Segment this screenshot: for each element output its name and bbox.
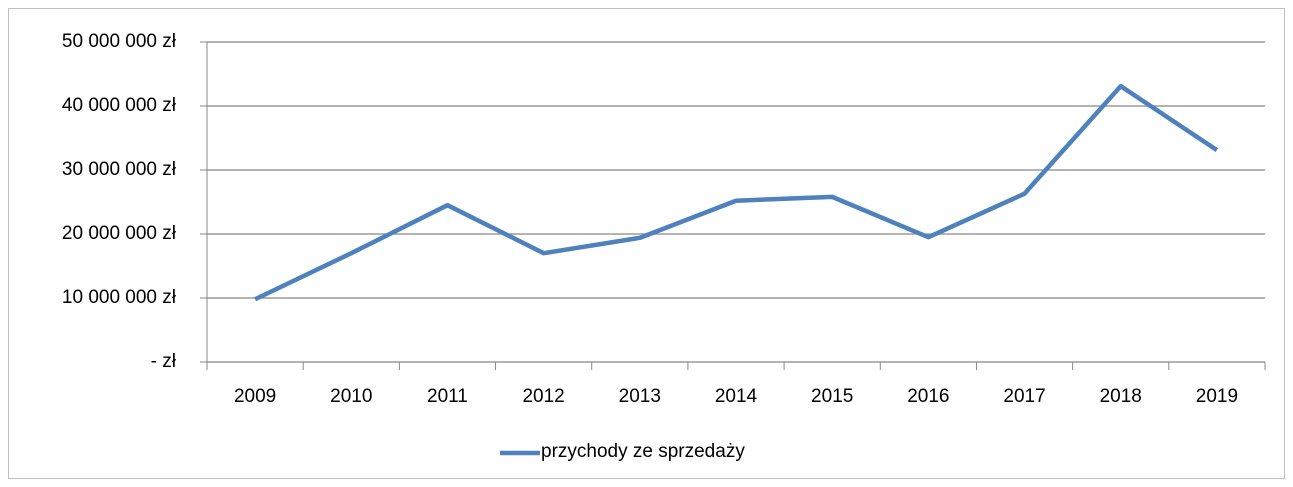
y-tick-label: 10 000 000 zł <box>62 287 177 308</box>
y-tick-label: - zł <box>151 351 177 372</box>
x-tick-label: 2010 <box>330 386 372 407</box>
x-tick-label: 2011 <box>427 386 468 407</box>
y-tick-label: 50 000 000 zł <box>62 31 177 52</box>
x-tick-label: 2013 <box>619 386 661 407</box>
legend-label: przychody ze sprzedaży <box>541 441 745 462</box>
x-tick-label: 2018 <box>1100 386 1142 407</box>
line-series <box>254 83 1219 302</box>
x-tick-label: 2014 <box>715 386 758 407</box>
x-tick-label: 2016 <box>907 386 949 407</box>
x-tick-label: 2017 <box>1003 386 1045 407</box>
x-tick-label: 2012 <box>522 386 564 407</box>
y-tick-label: 30 000 000 zł <box>62 159 177 180</box>
x-tick-label: 2009 <box>234 386 276 407</box>
y-tick-label: 20 000 000 zł <box>62 223 177 244</box>
x-tick-label: 2015 <box>811 386 853 407</box>
y-tick-label: 40 000 000 zł <box>62 95 177 116</box>
x-tick-label: 2019 <box>1196 386 1238 407</box>
chart-border <box>8 8 1285 479</box>
